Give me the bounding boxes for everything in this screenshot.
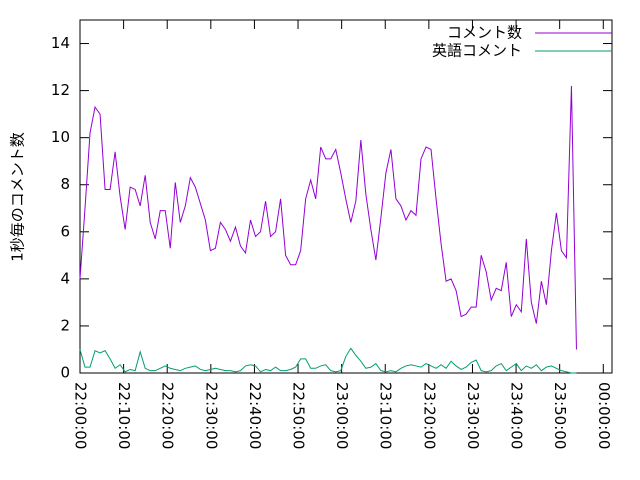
x-tick-label: 22:30:00: [202, 382, 220, 449]
x-tick-label: 22:00:00: [72, 382, 90, 449]
legend-label: コメント数: [447, 24, 522, 42]
y-tick-label: 6: [60, 222, 70, 240]
x-tick-label: 23:10:00: [377, 382, 395, 449]
series-line: [79, 85, 577, 350]
x-tick-label: 23:50:00: [551, 382, 569, 449]
series-line: [79, 347, 577, 374]
y-tick-label: 4: [60, 269, 70, 287]
x-tick-label: 23:00:00: [333, 382, 351, 449]
plot-frame: [79, 19, 613, 374]
x-tick-label: 23:20:00: [420, 382, 438, 449]
y-tick-label: 12: [51, 81, 70, 99]
y-tick-label: 10: [51, 128, 70, 146]
x-tick-label: 22:10:00: [115, 382, 133, 449]
x-tick-label: 22:20:00: [159, 382, 177, 449]
x-tick-label: 00:00:00: [595, 382, 613, 449]
y-axis-label: 1秒毎のコメント数: [9, 132, 27, 262]
y-tick-label: 0: [60, 364, 70, 382]
y-tick-label: 8: [60, 175, 70, 193]
x-tick-label: 23:40:00: [508, 382, 526, 449]
y-tick-label: 14: [51, 34, 70, 52]
legend-label: 英語コメント: [432, 42, 522, 60]
x-tick-label: 22:50:00: [290, 382, 308, 449]
x-tick-label: 23:30:00: [464, 382, 482, 449]
y-tick-label: 2: [60, 316, 70, 334]
x-tick-label: 22:40:00: [246, 382, 264, 449]
